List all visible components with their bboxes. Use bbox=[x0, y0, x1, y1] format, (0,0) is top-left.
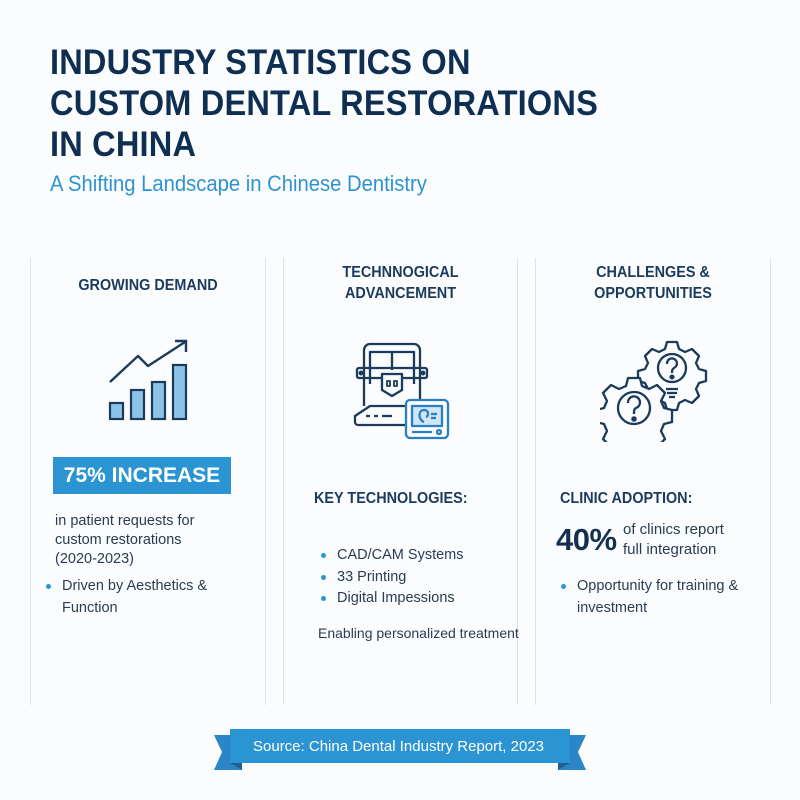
list-item: Digital Impessions bbox=[318, 588, 464, 610]
panel-technological-advancement: TECHNNOGICAL ADVANCEMENT KEY TEC bbox=[283, 258, 519, 705]
list-item: CAD/CAM Systems bbox=[318, 545, 464, 567]
list-item: 33 Printing bbox=[318, 567, 464, 589]
technology-footer: Enabling personalized treatment bbox=[318, 625, 519, 641]
description-line: (2020-2023) bbox=[55, 551, 134, 567]
demand-description: in patient requests for custom restorati… bbox=[55, 512, 194, 569]
panel-growing-demand: GROWING DEMAND 75% INCREASE in patient r… bbox=[30, 258, 266, 705]
stat-line: of clinics report bbox=[623, 521, 724, 538]
source-citation: Source: China Dental Industry Report, 20… bbox=[253, 737, 544, 755]
heading-line: OPPORTUNITIES bbox=[594, 285, 712, 302]
description-line: in patient requests for bbox=[55, 513, 195, 529]
page-title: INDUSTRY STATISTICS ON CUSTOM DENTAL RES… bbox=[50, 42, 598, 165]
title-line-3: IN CHINA bbox=[50, 125, 197, 164]
heading-line: CHALLENGES & bbox=[596, 264, 710, 281]
3d-printer-icon bbox=[353, 342, 450, 440]
bullet-text: investment bbox=[577, 599, 648, 616]
technology-bullets: CAD/CAM Systems 33 Printing Digital Impe… bbox=[318, 545, 464, 610]
bullet-text: Opportunity for training & bbox=[577, 578, 739, 594]
title-line-2: CUSTOM DENTAL RESTORATIONS bbox=[50, 84, 598, 123]
panel-challenges-opportunities: CHALLENGES & OPPORTUNITIES CLINIC ADOPTI… bbox=[535, 258, 771, 705]
stat-description: of clinics report full integration bbox=[623, 520, 724, 560]
stat-line: full integration bbox=[623, 541, 717, 558]
stat-badge-75-increase: 75% INCREASE bbox=[53, 457, 231, 494]
list-item: Driven by Aesthetics & Function bbox=[43, 576, 265, 619]
heading-line: TECHNNOGICAL bbox=[342, 264, 459, 281]
opportunity-bullets: Opportunity for training & investment bbox=[558, 576, 738, 619]
stat-40-percent: 40% bbox=[556, 522, 617, 557]
key-technologies-heading: KEY TECHNOLOGIES: bbox=[314, 490, 468, 507]
demand-bullets: Driven by Aesthetics & Function bbox=[43, 576, 265, 619]
panel-heading: TECHNNOGICAL ADVANCEMENT bbox=[292, 262, 509, 304]
description-line: custom restorations bbox=[55, 532, 182, 548]
page-subtitle: A Shifting Landscape in Chinese Dentistr… bbox=[50, 171, 427, 196]
heading-line: ADVANCEMENT bbox=[344, 285, 457, 302]
gears-question-icon bbox=[600, 340, 708, 442]
list-item: Opportunity for training & investment bbox=[558, 576, 738, 619]
bar-chart-growth-icon bbox=[108, 339, 188, 421]
panel-heading: GROWING DEMAND bbox=[78, 277, 218, 294]
source-ribbon bbox=[214, 729, 586, 770]
clinic-adoption-heading: CLINIC ADOPTION: bbox=[560, 490, 693, 507]
panel-heading: CHALLENGES & OPPORTUNITIES bbox=[544, 262, 762, 304]
title-line-1: INDUSTRY STATISTICS ON bbox=[50, 43, 471, 82]
